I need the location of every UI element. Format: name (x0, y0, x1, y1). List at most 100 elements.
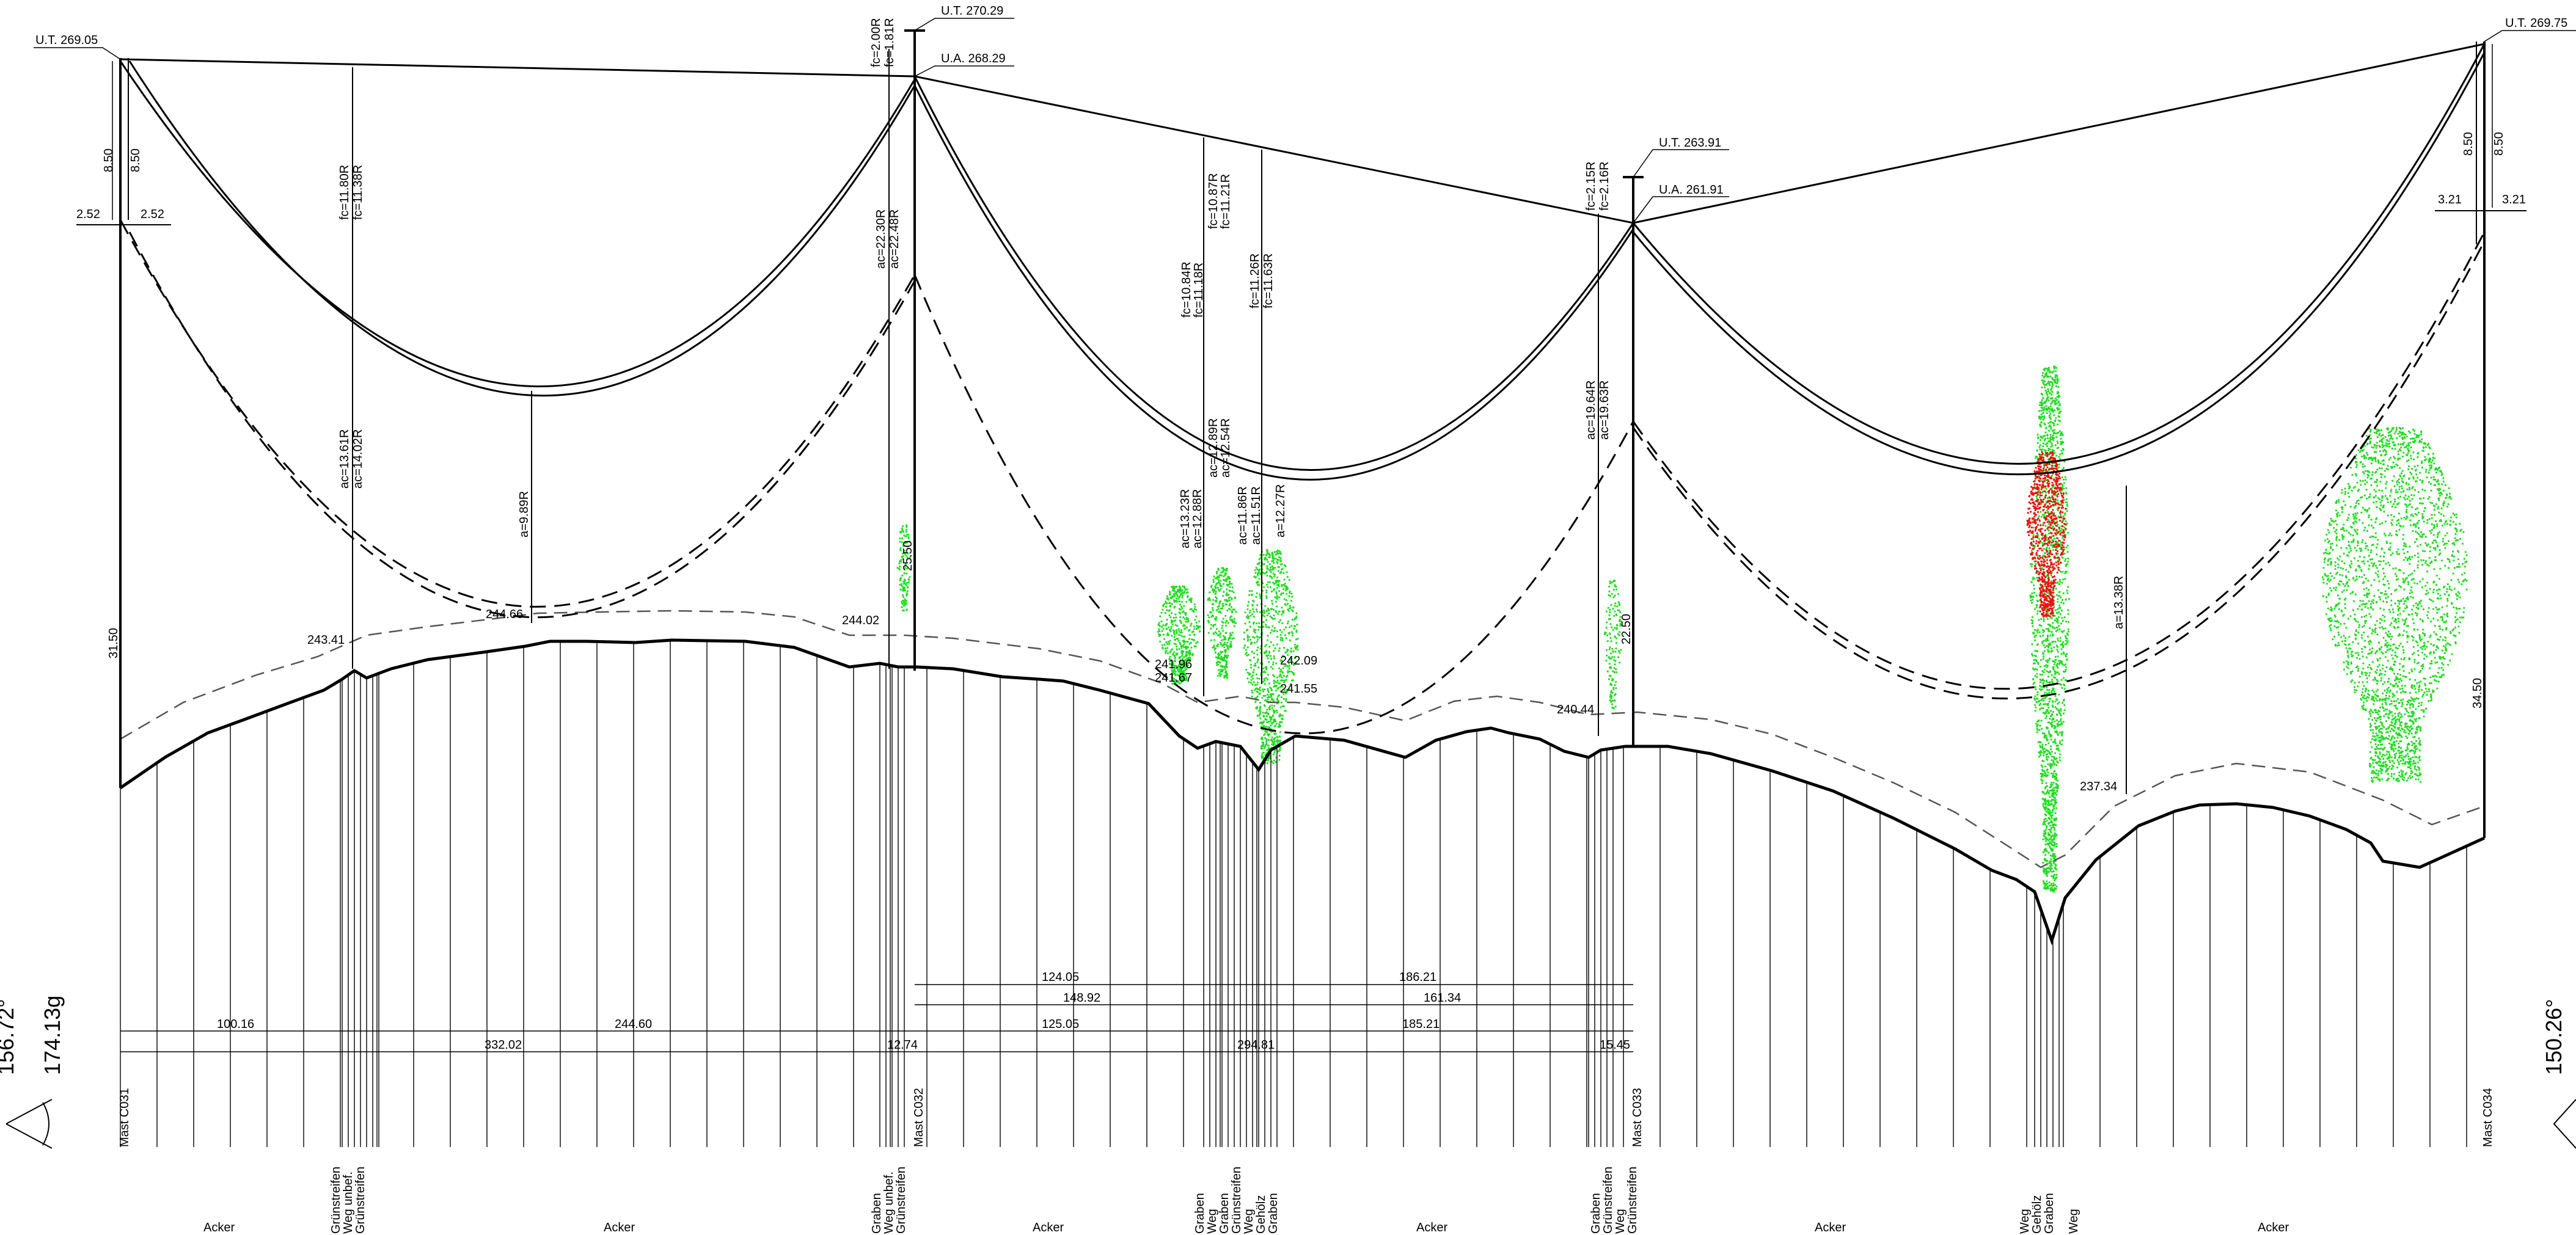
arm-right-c031: 2.52 (141, 208, 164, 221)
arm-h2-c034: 8.50 (2492, 132, 2506, 156)
arm-h1-c031: 8.50 (102, 148, 115, 172)
dist-100-16: 100.16 (217, 1018, 254, 1031)
dist-125-05: 125.05 (1042, 1018, 1079, 1031)
s2-ac5: ac=12.89R (1207, 418, 1220, 478)
arm-left-c034: 3.21 (2438, 193, 2462, 206)
name-c032: Mast C032 (912, 1088, 926, 1147)
arm-left-c031: 2.52 (76, 208, 100, 221)
s1-ac2: ac=14.02R (351, 429, 365, 489)
chord-span3 (1633, 43, 2485, 224)
s2-ac3: ac=13.23R (1179, 489, 1192, 548)
ut-c032: U.T. 270.29 (941, 4, 1003, 18)
height-c032: 25.50 (901, 541, 915, 571)
name-c031: Mast C031 (118, 1088, 131, 1147)
landuse-acker-5: Acker (1815, 1221, 1846, 1234)
leader-ut-c032 (914, 18, 1014, 31)
s2-fc1: fc=2.00R (869, 18, 883, 67)
landuse-acker-1: Acker (203, 1221, 235, 1234)
conductor-span1-upper (119, 60, 916, 387)
dist-12-74: 12.74 (887, 1038, 918, 1052)
angle-left-1: 156.72° (0, 999, 18, 1075)
s2-fc5: fc=10.87R (1207, 173, 1220, 229)
conductor-span2-upper (913, 76, 1634, 471)
s2-fc6: fc=11.21R (1219, 174, 1232, 229)
angle-left-2: 174.13g (40, 996, 65, 1075)
s1-ac1: ac=13.61R (338, 429, 351, 489)
elev-241-96: 241.96 (1155, 658, 1192, 671)
height-c033: 22.50 (1620, 614, 1633, 644)
s2-fc8: fc=11.63R (1262, 253, 1275, 308)
conductor-span2-upper-2 (913, 85, 1634, 481)
station-lines (120, 640, 2467, 1147)
name-c033: Mast C033 (1631, 1088, 1644, 1147)
ut-c033: U.T. 263.91 (1659, 136, 1721, 150)
leader-ua-c032 (914, 65, 1014, 77)
ua-c033: U.A. 261.91 (1659, 183, 1724, 197)
s3-ac2: ac=19.63R (1598, 381, 1611, 440)
landuse-group-1: Grünstreifen Weg unbef. Grünstreifen (329, 1167, 367, 1234)
elev-237-34: 237.34 (2080, 780, 2117, 793)
conductor-span2-dashed (913, 274, 1634, 735)
elev-244-66: 244.66 (486, 608, 523, 621)
dist-294-81: 294.81 (1237, 1038, 1275, 1052)
s2-fc3: fc=10.84R (1180, 261, 1193, 318)
angle-right-1: 150.26° (2541, 999, 2566, 1075)
dist-186-21: 186.21 (1399, 971, 1436, 984)
s3-a: a=13.38R (2112, 576, 2126, 629)
elev-241-67: 241.67 (1155, 671, 1192, 685)
dist-185-21: 185.21 (1402, 1018, 1440, 1031)
dist-332-02: 332.02 (485, 1038, 522, 1052)
s3-ac1: ac=19.64R (1584, 381, 1598, 440)
dist-244-60: 244.60 (615, 1018, 652, 1031)
landuse-group-3: Graben Weg Graben Grünstreifen Weg Gehöl… (1193, 1167, 1280, 1234)
landuse-group-5: Weg Gehölz Graben Weg (2018, 1193, 2080, 1234)
conductor-span3-upper-2 (1632, 52, 2486, 476)
s2-fc2: fc=1.81R (883, 18, 896, 67)
conductor-span3-upper (1632, 43, 2486, 465)
s2-ac4: ac=12.88R (1191, 489, 1204, 548)
s2-ac1: ac=22.30R (874, 209, 888, 269)
dist-15-45: 15.45 (1600, 1038, 1630, 1052)
leader-ut-c033 (1633, 149, 1729, 178)
ua-c032: U.A. 268.29 (941, 52, 1006, 65)
conductor-span1-dashed-2 (128, 231, 916, 619)
conductor-span3-dashed-2 (1632, 241, 2486, 700)
landuse-acker-6: Acker (2258, 1221, 2289, 1234)
conductor-span1-dashed (119, 219, 916, 608)
s1-fc2: fc=11.38R (351, 165, 365, 220)
s2-ac6: ac=12.54R (1219, 418, 1232, 478)
angle-symbol-right (2553, 1099, 2576, 1149)
ground-line (119, 638, 2486, 945)
arm-h1-c034: 8.50 (2462, 132, 2475, 156)
s2-fc7: fc=11.26R (1248, 253, 1262, 308)
elev-240-44: 240.44 (1557, 703, 1594, 716)
angle-symbol-left (5, 1099, 53, 1149)
chord-span1 (120, 58, 915, 78)
dist-161-34: 161.34 (1424, 991, 1461, 1005)
arm-right-c034: 3.21 (2502, 193, 2526, 206)
conductor-span3-dashed (1632, 231, 2486, 690)
vegetation-points (896, 365, 2468, 893)
s2-fc4: fc=11.18R (1192, 263, 1206, 318)
leader-ut-c034 (2484, 30, 2576, 42)
leader-ut-c031 (34, 47, 121, 60)
name-c034: Mast C034 (2481, 1088, 2495, 1147)
height-c034: 34.50 (2471, 678, 2484, 709)
elev-244-02: 244.02 (842, 614, 879, 627)
landuse-acker-4: Acker (1416, 1221, 1447, 1234)
ut-c031: U.T. 269.05 (35, 34, 98, 47)
s2-ac7: ac=11.86R (1236, 486, 1250, 545)
conductor-span1-upper-2 (128, 60, 916, 396)
s2-ac2: ac=22.48R (888, 209, 901, 269)
dist-148-92: 148.92 (1063, 991, 1100, 1005)
dist-124-05: 124.05 (1042, 971, 1079, 984)
s2-ac8: ac=11.51R (1250, 486, 1263, 545)
s1-a: a=9.89R (518, 491, 531, 537)
ut-c034: U.T. 269.75 (2505, 16, 2567, 30)
elev-243-41: 243.41 (307, 633, 345, 647)
chord-span2 (914, 75, 1634, 224)
elev-242-09: 242.09 (1280, 654, 1317, 668)
landuse-group-2: Graben Weg unbef. Grünstreifen (870, 1167, 908, 1234)
leader-ua-c033 (1633, 196, 1729, 224)
